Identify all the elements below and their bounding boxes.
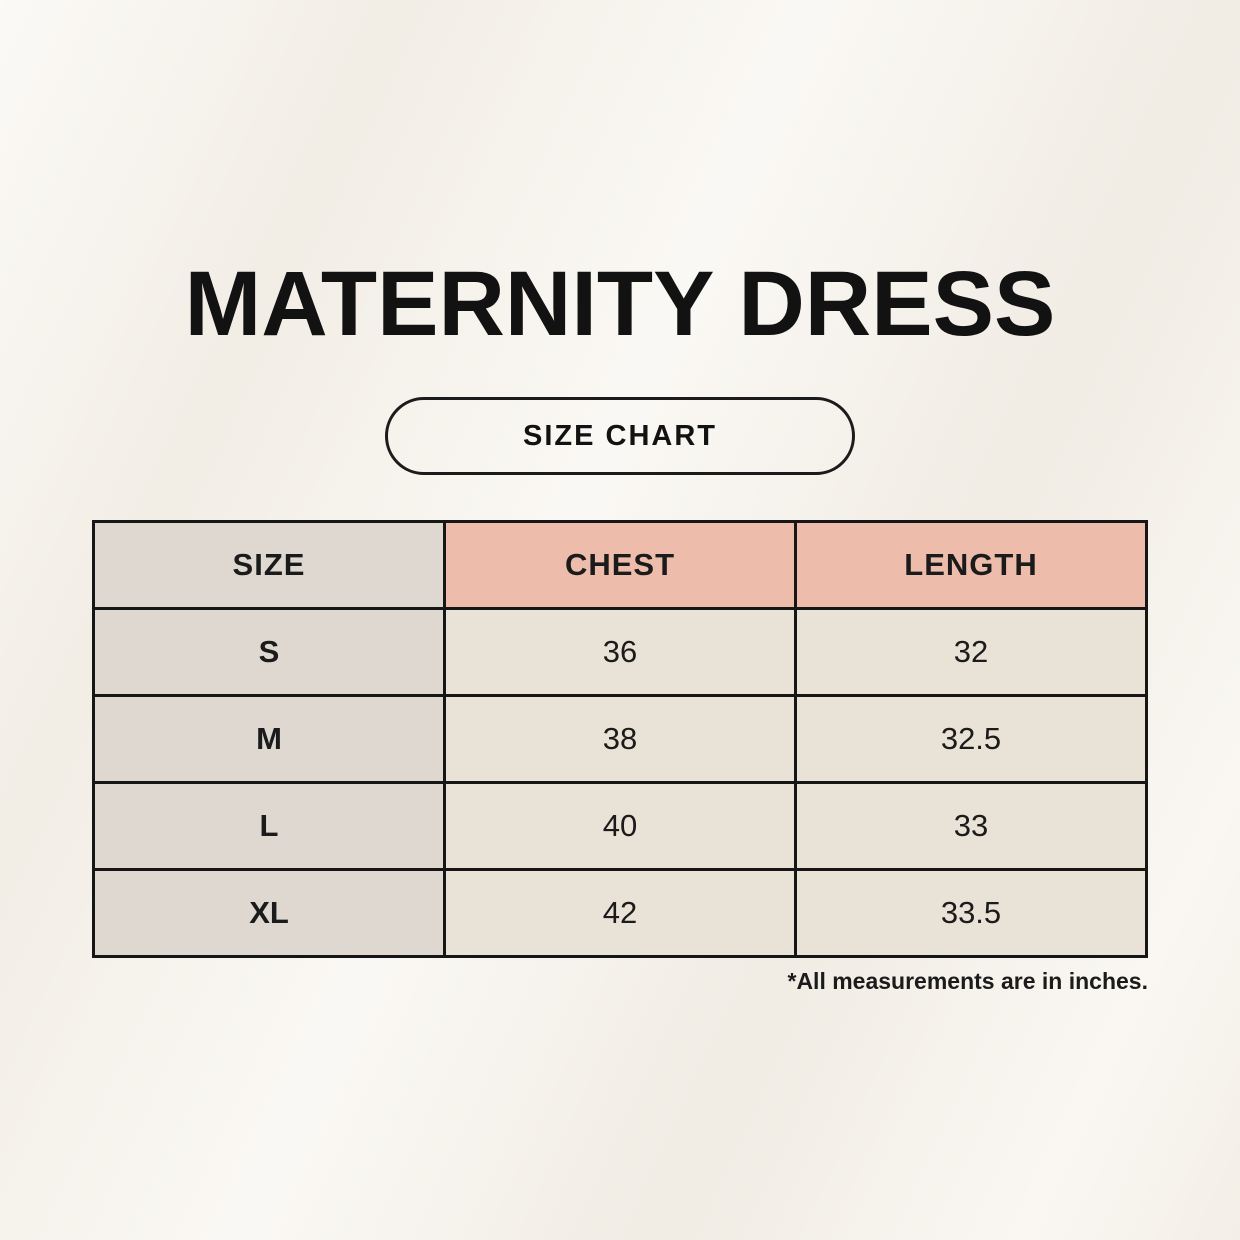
table-row: XL 42 33.5 <box>92 868 1148 958</box>
table-row: L 40 33 <box>92 781 1148 871</box>
chest-cell: 36 <box>443 607 797 697</box>
length-cell: 32 <box>794 607 1148 697</box>
table-header-row: SIZE CHEST LENGTH <box>92 520 1148 610</box>
page-title: MATERNITY DRESS <box>184 253 1056 355</box>
chest-cell: 38 <box>443 694 797 784</box>
table-row: M 38 32.5 <box>92 694 1148 784</box>
header-cell-size: SIZE <box>92 520 446 610</box>
size-chart-badge: SIZE CHART <box>385 397 855 475</box>
size-cell: S <box>92 607 446 697</box>
size-cell: L <box>92 781 446 871</box>
length-cell: 33.5 <box>794 868 1148 958</box>
measurements-footnote: *All measurements are in inches. <box>787 968 1149 994</box>
length-cell: 33 <box>794 781 1148 871</box>
size-chart-badge-label: SIZE CHART <box>523 419 717 452</box>
size-cell: M <box>92 694 446 784</box>
header-cell-chest: CHEST <box>443 520 797 610</box>
table-row: S 36 32 <box>92 607 1148 697</box>
chest-cell: 42 <box>443 868 797 958</box>
size-cell: XL <box>92 868 446 958</box>
header-cell-length: LENGTH <box>794 520 1148 610</box>
length-cell: 32.5 <box>794 694 1148 784</box>
chest-cell: 40 <box>443 781 797 871</box>
size-chart-table: SIZE CHEST LENGTH S 36 32 M 38 32.5 L 40… <box>92 520 1148 958</box>
